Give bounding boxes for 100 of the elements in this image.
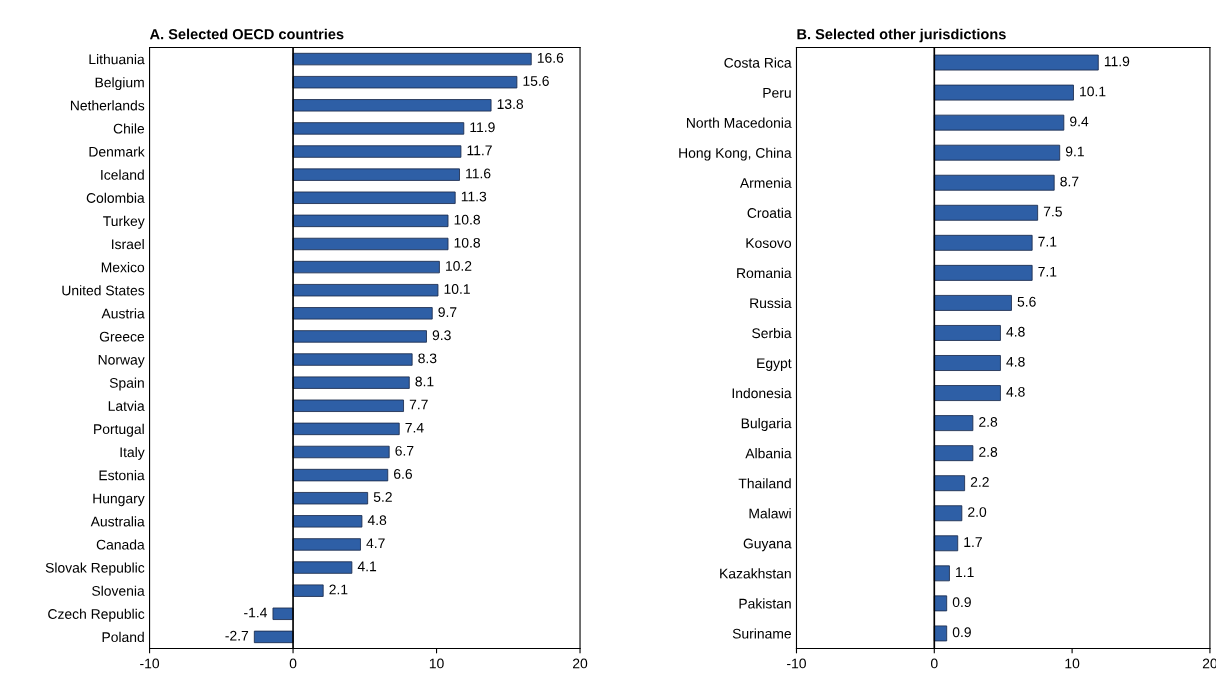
bar: [933, 264, 1033, 281]
y-tick-label: Greece: [99, 331, 145, 342]
bar: [292, 52, 532, 66]
bar: [933, 385, 1001, 401]
data-label: 11.6: [466, 168, 491, 179]
y-tick-label: Croatia: [747, 207, 792, 218]
data-label: -1.4: [244, 607, 268, 618]
data-label: 8.1: [415, 376, 434, 387]
y-tick-label: Iceland: [101, 169, 144, 180]
y-tick-label: Hungary: [93, 493, 145, 507]
bar: [933, 475, 966, 492]
bar: [272, 607, 294, 620]
y-tick-label: Czech Republic: [48, 608, 145, 622]
bar: [933, 505, 963, 522]
bar: [933, 54, 1099, 71]
y-tick-label: Kosovo: [746, 238, 792, 248]
x-tick-label: 10: [1065, 658, 1080, 669]
data-label: 4.8: [367, 515, 387, 526]
bar: [292, 237, 449, 251]
y-tick-label: Indonesia: [732, 388, 792, 399]
y-tick-label: Guyana: [743, 538, 792, 552]
data-label: 1.1: [956, 567, 974, 577]
y-tick-label: Canada: [96, 539, 145, 550]
data-label: 7.1: [1038, 236, 1057, 247]
bar: [292, 260, 440, 274]
bar: [933, 565, 950, 582]
bar: [292, 445, 390, 459]
bar: [292, 422, 400, 436]
data-label: 4.8: [1006, 356, 1025, 367]
data-label: 9.7: [438, 307, 457, 318]
bar: [933, 174, 1055, 191]
data-label: 11.3: [461, 191, 487, 202]
bar: [933, 325, 1001, 341]
bar: [933, 144, 1061, 161]
bar: [292, 492, 369, 505]
data-label: 7.4: [405, 422, 424, 433]
y-tick-label: Portugal: [94, 423, 144, 437]
x-tick-label: 0: [930, 658, 938, 669]
bar: [292, 214, 449, 228]
x-tick-label: 10: [429, 658, 444, 669]
y-tick-label: Latvia: [108, 400, 145, 411]
y-tick-label: Costa Rica: [724, 57, 792, 68]
data-label: 2.1: [329, 584, 348, 595]
data-label: 15.6: [523, 76, 549, 86]
y-tick-label: Estonia: [99, 470, 145, 481]
y-tick-label: Albania: [745, 448, 792, 459]
y-tick-label: Peru: [763, 88, 791, 98]
y-tick-label: Mexico: [101, 262, 145, 273]
data-label: 0.9: [952, 627, 971, 638]
bar: [253, 630, 294, 644]
y-tick-label: Norway: [98, 355, 145, 368]
bar: [933, 114, 1065, 131]
y-tick-label: Hong Kong, China: [679, 147, 792, 161]
y-tick-label: Thailand: [738, 478, 791, 489]
data-label: 8.7: [1060, 176, 1079, 187]
y-tick-label: Poland: [102, 631, 144, 643]
data-label: 4.7: [366, 538, 385, 549]
y-tick-label: Netherlands: [70, 100, 145, 111]
y-tick-label: Suriname: [732, 628, 792, 639]
data-label: 4.8: [1006, 386, 1025, 397]
data-label: 5.2: [373, 492, 392, 502]
y-tick-label: North Macedonia: [687, 117, 792, 128]
data-label: 11.7: [467, 145, 492, 156]
data-label: 7.7: [409, 399, 428, 410]
y-tick-label: Slovak Republic: [45, 562, 145, 576]
data-label: 2.0: [968, 507, 987, 517]
y-tick-label: Pakistan: [739, 598, 791, 609]
y-tick-label: Austria: [101, 308, 145, 319]
bar: [292, 76, 518, 89]
x-tick-label: 0: [289, 658, 297, 669]
bar: [933, 355, 1001, 371]
bar: [292, 168, 460, 181]
y-tick-label: Romania: [737, 267, 792, 279]
y-tick-label: Serbia: [752, 327, 792, 339]
bar: [933, 535, 959, 552]
bar: [292, 468, 389, 482]
bar: [292, 353, 413, 366]
data-label: 4.1: [357, 561, 377, 572]
data-label: 10.1: [444, 284, 470, 294]
y-tick-label: Belgium: [95, 77, 144, 91]
chart-title: A. Selected OECD countries: [149, 28, 344, 40]
data-label: 5.6: [1017, 296, 1036, 307]
data-label: 9.4: [1070, 116, 1089, 127]
y-tick-label: Turkey: [103, 215, 145, 229]
bar: [933, 445, 974, 462]
data-label: 7.5: [1043, 206, 1062, 217]
data-label: 11.9: [470, 122, 495, 133]
data-label: 9.3: [432, 330, 451, 341]
bar: [933, 234, 1033, 251]
bar: [933, 415, 974, 432]
y-tick-label: Slovenia: [92, 585, 145, 596]
bar: [292, 584, 324, 597]
data-label: 10.8: [454, 214, 481, 225]
bar: [933, 625, 948, 642]
x-tick-label: -10: [140, 658, 160, 669]
y-tick-label: Armenia: [739, 177, 792, 188]
y-tick-label: Kazakhstan: [720, 568, 791, 579]
bar: [292, 376, 410, 389]
bar: [292, 538, 361, 551]
data-label: 2.2: [970, 477, 989, 487]
